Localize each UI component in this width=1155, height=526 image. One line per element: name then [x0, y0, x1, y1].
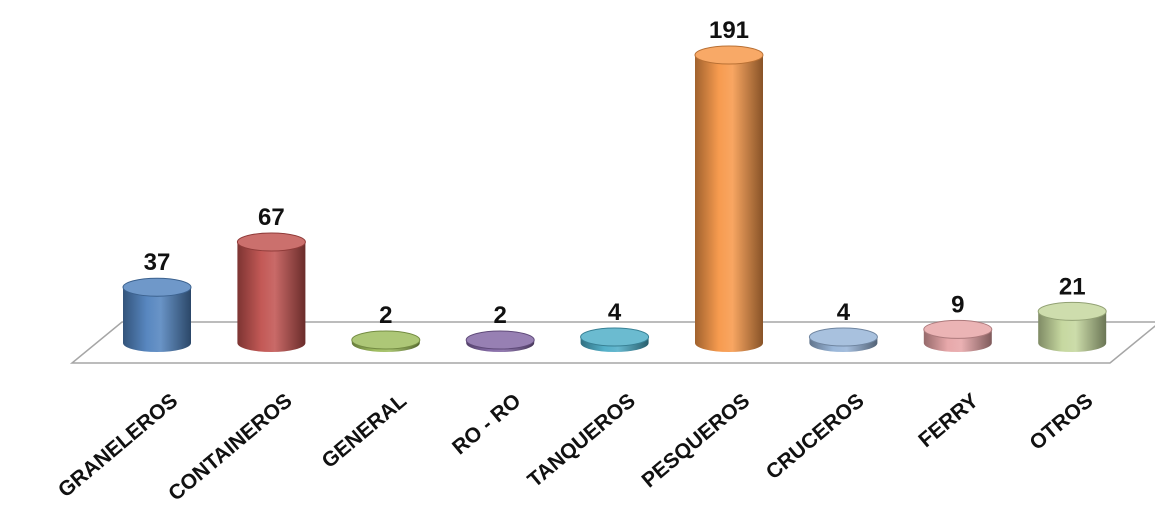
bars-group	[122, 45, 1107, 352]
value-label-general: 2	[379, 302, 392, 329]
tick-label-general: GENERAL	[318, 389, 412, 473]
bar-general	[351, 330, 421, 352]
tick-label-ferry: FERRY	[914, 389, 983, 452]
bar-top-cruceros	[808, 327, 878, 347]
value-label-otros: 21	[1059, 273, 1086, 300]
bar-otros	[1037, 301, 1107, 352]
bar-top-ferry	[923, 319, 993, 339]
tick-label-cruceros: CRUCEROS	[762, 389, 869, 484]
bar-pesqueros	[694, 45, 764, 352]
bar-containeros	[236, 232, 306, 352]
tick-label-otros: OTROS	[1025, 389, 1097, 455]
bar-top-graneleros	[122, 277, 192, 297]
value-label-ferry: 9	[951, 291, 964, 318]
bar-side-otros	[1038, 311, 1107, 352]
value-label-ro-ro: 2	[494, 302, 507, 329]
bar-ferry	[923, 319, 993, 352]
tick-label-containeros: CONTAINEROS	[164, 389, 296, 505]
value-label-pesqueros: 191	[709, 17, 749, 44]
bar-graneleros	[122, 277, 192, 352]
value-label-containeros: 67	[258, 204, 285, 231]
bar-tanqueros	[580, 327, 650, 352]
bar-top-general	[351, 330, 421, 350]
bar-top-tanqueros	[580, 327, 650, 347]
tick-label-ro-ro: RO - RO	[448, 389, 525, 459]
bar-top-otros	[1037, 301, 1107, 321]
bar-side-pesqueros	[695, 55, 763, 352]
bar-top-pesqueros	[694, 45, 764, 65]
tick-label-graneleros: GRANELEROS	[54, 389, 182, 502]
tick-label-pesqueros: PESQUEROS	[638, 389, 755, 492]
bar-top-ro-ro	[465, 330, 535, 350]
value-label-tanqueros: 4	[608, 299, 622, 326]
tick-label-tanqueros: TANQUEROS	[523, 389, 639, 492]
value-labels-group: 37 67 2 2 4 191 4 9 21	[144, 17, 1086, 329]
bar-ro-ro	[465, 330, 535, 352]
value-label-graneleros: 37	[144, 249, 171, 276]
bar-side-graneleros	[123, 287, 191, 352]
bar-cruceros	[808, 327, 878, 352]
bar-side-containeros	[237, 241, 306, 352]
value-label-cruceros: 4	[837, 299, 851, 326]
bar-top-containeros	[236, 232, 306, 252]
